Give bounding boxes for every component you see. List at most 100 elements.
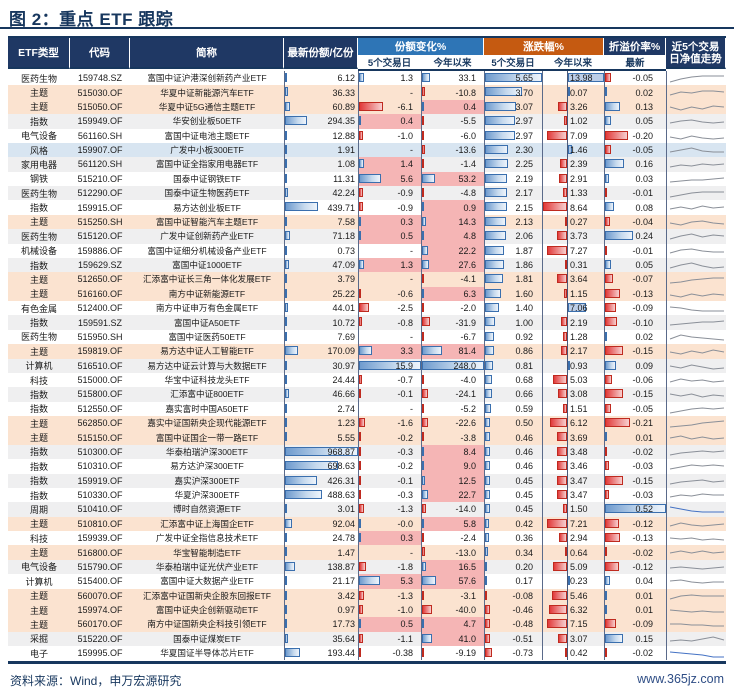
table-row: 主题 515030.OF 华夏中证新能源汽车ETF 36.33- -10.8 3.70 0.… <box>8 85 726 100</box>
nav-sparkline <box>669 420 725 428</box>
pct-chg-ytd-cell: 2.39 <box>542 157 604 172</box>
table-row: 主题 516800.OF 华宝智能制造ETF 1.47- -13.0 0.34 0.64 -0… <box>8 545 726 560</box>
etf-type-cell: 指数 <box>29 260 48 271</box>
pct-chg-ytd-cell: 13.98 <box>542 71 604 86</box>
premium-cell: -0.09 <box>604 617 666 632</box>
pct-chg-ytd-cell: 3.47 <box>542 487 604 503</box>
sparkline-cell <box>666 329 726 345</box>
pct-chg-5d-cell: 0.45 <box>484 473 542 488</box>
etf-type-cell: 指数 <box>29 490 48 501</box>
etf-type-cell: 主题 <box>29 591 48 602</box>
code-cell: 562850.OF <box>77 418 123 429</box>
premium-cell: 0.02 <box>604 329 666 345</box>
nav-sparkline <box>669 147 724 153</box>
table-row: 主题 512650.OF 汇添富中证长三角一体化发展ETF 3.79- -4.1 1.81… <box>8 272 726 287</box>
premium-cell: -0.03 <box>604 487 666 503</box>
shares-cell: 193.44 <box>284 646 358 661</box>
premium-cell: 0.02 <box>604 85 666 100</box>
etf-type-cell: 主题 <box>29 418 48 429</box>
code-cell: 159907.OF <box>77 145 123 156</box>
nav-sparkline <box>669 247 724 253</box>
premium-cell: -0.15 <box>604 387 666 402</box>
shares-cell: 44.01 <box>284 301 358 316</box>
pct-chg-5d-cell: 2.97 <box>484 128 542 143</box>
name-cell: 富国中证国企一带一路ETF <box>155 432 259 443</box>
premium-cell: 0.05 <box>604 257 666 273</box>
pct-chg-5d-cell: 0.46 <box>484 444 542 460</box>
etf-type-cell: 指数 <box>29 476 48 487</box>
code-cell: 515210.OF <box>77 173 123 184</box>
premium-cell: -0.10 <box>604 315 666 330</box>
share-chg-5d-cell: 0.5 <box>358 617 421 632</box>
share-chg-ytd-cell: -5.2 <box>421 401 484 416</box>
nav-sparkline <box>669 277 724 284</box>
pct-chg-ytd-cell: 3.48 <box>542 444 604 460</box>
premium-cell: -0.13 <box>604 531 666 546</box>
share-chg-5d-cell: 5.3 <box>358 574 421 589</box>
name-cell: 汇添富中证上海国企ETF <box>160 518 254 529</box>
shares-cell: 46.66 <box>284 387 358 402</box>
header-group-pct-change: 涨跌幅% 5个交易日 今年以来 <box>484 38 604 71</box>
share-chg-ytd-cell: 8.4 <box>421 444 484 460</box>
pct-chg-ytd-cell: 3.73 <box>542 229 604 244</box>
share-chg-5d-cell: -1.3 <box>358 588 421 603</box>
nav-sparkline <box>669 579 724 584</box>
share-chg-5d-cell: -0.8 <box>358 315 421 330</box>
code-cell: 515030.OF <box>77 87 123 98</box>
share-chg-ytd-cell: -10.8 <box>421 85 484 100</box>
name-cell: 华宝中证科技龙头ETF <box>164 375 250 386</box>
nav-sparkline <box>669 537 725 541</box>
pct-chg-ytd-cell: 7.27 <box>542 243 604 258</box>
code-cell: 159974.OF <box>77 605 123 616</box>
pct-chg-5d-cell: 0.45 <box>484 487 542 503</box>
code-cell: 159819.OF <box>77 346 123 357</box>
pct-chg-ytd-cell: 0.31 <box>542 257 604 273</box>
pct-chg-ytd-cell: 1.15 <box>542 286 604 301</box>
shares-cell: 92.04 <box>284 516 358 531</box>
shares-cell: 7.58 <box>284 214 358 230</box>
pct-chg-ytd-cell: 2.91 <box>542 171 604 186</box>
share-chg-ytd-cell: -1.4 <box>421 157 484 172</box>
nav-sparkline <box>669 205 725 210</box>
share-chg-ytd-cell: 33.1 <box>421 71 484 86</box>
share-chg-ytd-cell: 27.6 <box>421 257 484 273</box>
share-chg-ytd-cell: -14.0 <box>421 502 484 517</box>
sparkline-cell <box>666 114 726 129</box>
watermark-url: www.365jz.com <box>637 672 724 687</box>
pct-chg-ytd-cell: 2.19 <box>542 315 604 330</box>
name-cell: 南方中证申万有色金属ETF <box>155 303 259 314</box>
header-group-premium: 折溢价率% 最新 <box>604 38 666 71</box>
pct-chg-5d-cell: 0.68 <box>484 372 542 388</box>
share-chg-5d-cell: 0.4 <box>358 114 421 129</box>
shares-cell: 294.35 <box>284 114 358 129</box>
shares-cell: 60.89 <box>284 99 358 115</box>
pct-chg-5d-cell: -0.48 <box>484 617 542 632</box>
header-group-share-change: 份额变化% 5个交易日 今年以来 <box>358 38 484 71</box>
code-cell: 510310.OF <box>77 461 123 472</box>
nav-sparkline <box>669 593 724 599</box>
name-cell: 嘉实沪深300ETF <box>174 475 240 486</box>
share-chg-5d-cell: - <box>358 243 421 258</box>
premium-cell: 0.16 <box>604 157 666 172</box>
shares-cell: 426.31 <box>284 473 358 488</box>
pct-chg-5d-cell: 0.46 <box>484 430 542 445</box>
nav-sparkline <box>669 306 724 312</box>
pct-chg-5d-cell: 0.36 <box>484 531 542 546</box>
name-cell: 易方达沪深300ETF <box>170 461 244 472</box>
nav-sparkline <box>669 393 725 398</box>
etf-type-cell: 主题 <box>29 346 48 357</box>
pct-chg-ytd-cell: 1.50 <box>542 502 604 517</box>
sparkline-cell <box>666 71 726 86</box>
name-cell: 嘉实中证国新央企现代能源ETF <box>147 418 267 429</box>
sparkline-cell <box>666 459 726 474</box>
share-chg-ytd-cell: 0.9 <box>421 200 484 215</box>
table-row: 周期 510410.OF 博时自然资源ETF 3.01 -1.3 -14.0 0.45 1.5… <box>8 502 726 517</box>
share-chg-5d-cell: 5.6 <box>358 171 421 186</box>
share-chg-ytd-cell: -22.6 <box>421 416 484 431</box>
name-cell: 富国中证大数据产业ETF <box>160 576 254 587</box>
share-chg-5d-cell: - <box>358 545 421 560</box>
shares-cell: 0.73 <box>284 243 358 258</box>
share-chg-5d-cell: -0.38 <box>358 646 421 661</box>
etf-type-cell: 指数 <box>29 461 48 472</box>
pct-chg-5d-cell: -0.46 <box>484 602 542 618</box>
